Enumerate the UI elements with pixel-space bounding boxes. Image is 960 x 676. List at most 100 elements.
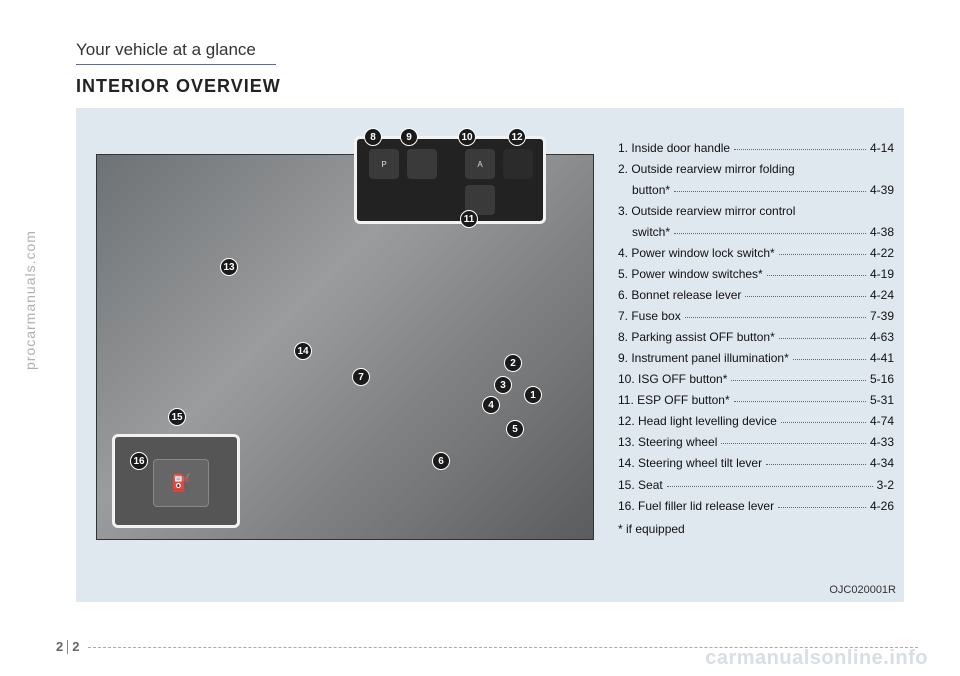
callout-6: 6 (432, 452, 450, 470)
leader-dots (674, 224, 866, 234)
list-label: 5. Power window switches* (618, 266, 763, 283)
list-item: 16. Fuel filler lid release lever 4-26 (618, 498, 894, 515)
leader-dots (734, 392, 866, 402)
ctrl-parking-assist: P (369, 149, 399, 179)
list-item: 10. ISG OFF button* 5-16 (618, 371, 894, 388)
callout-4: 4 (482, 396, 500, 414)
leader-dots (745, 287, 866, 297)
list-label: 14. Steering wheel tilt lever (618, 455, 762, 472)
callout-13: 13 (220, 258, 238, 276)
feature-list: 1. Inside door handle 4-14 2. Outside rear… (618, 140, 894, 538)
callout-7: 7 (352, 368, 370, 386)
callout-11: 11 (460, 210, 478, 228)
callout-9: 9 (400, 128, 418, 146)
list-item: 1. Inside door handle 4-14 (618, 140, 894, 157)
figure-code: OJC020001R (829, 584, 896, 596)
list-page: 4-22 (870, 245, 894, 262)
list-item: 9. Instrument panel illumination* 4-41 (618, 350, 894, 367)
callout-16: 16 (130, 452, 148, 470)
list-item: 5. Power window switches* 4-19 (618, 266, 894, 283)
list-label: 11. ESP OFF button* (618, 392, 730, 409)
list-page: 4-41 (870, 350, 894, 367)
list-label: 13. Steering wheel (618, 434, 717, 451)
section-title: INTERIOR OVERVIEW (76, 76, 281, 97)
list-page: 4-39 (870, 182, 894, 199)
callout-10: 10 (458, 128, 476, 146)
callout-3: 3 (494, 376, 512, 394)
list-item: 4. Power window lock switch* 4-22 (618, 245, 894, 262)
list-item: 13. Steering wheel 4-33 (618, 434, 894, 451)
side-watermark: procarmanuals.com (22, 230, 38, 370)
list-label: 16. Fuel filler lid release lever (618, 498, 774, 515)
list-page: 4-24 (870, 287, 894, 304)
page-header: Your vehicle at a glance (76, 40, 276, 65)
list-label: 10. ISG OFF button* (618, 371, 727, 388)
callout-15: 15 (168, 408, 186, 426)
list-page: 4-38 (870, 224, 894, 241)
page-number: 2 2 (56, 639, 79, 654)
list-page: 7-39 (870, 308, 894, 325)
list-page: 4-19 (870, 266, 894, 283)
ctrl-isg-off: A (465, 149, 495, 179)
list-label: 4. Power window lock switch* (618, 245, 775, 262)
list-page: 5-31 (870, 392, 894, 409)
callout-14: 14 (294, 342, 312, 360)
list-label: 8. Parking assist OFF button* (618, 329, 775, 346)
list-label: 1. Inside door handle (618, 140, 730, 157)
list-page: 4-74 (870, 413, 894, 430)
leader-dots (685, 308, 866, 318)
list-item: 7. Fuse box 7-39 (618, 308, 894, 325)
page-num-right: 2 (72, 639, 79, 654)
bottom-watermark: carmanualsonline.info (705, 647, 928, 670)
list-item: 11. ESP OFF button* 5-31 (618, 392, 894, 409)
list-label: 6. Bonnet release lever (618, 287, 741, 304)
list-item: switch* 4-38 (618, 224, 894, 241)
ctrl-illumination (407, 149, 437, 179)
leader-dots (793, 350, 866, 360)
leader-dots (778, 498, 866, 508)
page-num-separator (67, 640, 68, 654)
fuel-inset: ⛽ (112, 434, 240, 528)
list-label: 7. Fuse box (618, 308, 681, 325)
list-item: 8. Parking assist OFF button* 4-63 (618, 329, 894, 346)
list-label: 12. Head light levelling device (618, 413, 777, 430)
list-page: 4-14 (870, 140, 894, 157)
list-item: 2. Outside rearview mirror folding (618, 161, 894, 178)
footnote: * if equipped (618, 521, 894, 538)
callout-8: 8 (364, 128, 382, 146)
callout-12: 12 (508, 128, 526, 146)
leader-dots (766, 455, 866, 465)
list-page: 4-33 (870, 434, 894, 451)
list-label: 2. Outside rearview mirror folding (618, 161, 795, 178)
list-page: 5-16 (870, 371, 894, 388)
leader-dots (781, 413, 866, 423)
callout-5: 5 (506, 420, 524, 438)
leader-dots (731, 371, 866, 381)
leader-dots (721, 434, 866, 444)
page-num-left: 2 (56, 639, 63, 654)
list-page: 4-26 (870, 498, 894, 515)
list-item: 12. Head light levelling device 4-74 (618, 413, 894, 430)
leader-dots (779, 245, 866, 255)
list-item: 15. Seat3-2 (618, 477, 894, 494)
list-label: 3. Outside rearview mirror control (618, 203, 795, 220)
leader-dots (779, 329, 866, 339)
callout-2: 2 (504, 354, 522, 372)
ctrl-headlight-level (503, 149, 533, 179)
list-label: 15. Seat (618, 477, 663, 494)
list-label: 9. Instrument panel illumination* (618, 350, 789, 367)
list-item: 14. Steering wheel tilt lever 4-34 (618, 455, 894, 472)
list-item: 3. Outside rearview mirror control (618, 203, 894, 220)
list-label-cont: switch* (632, 224, 670, 241)
controls-inset: P A (354, 136, 546, 224)
list-item: button* 4-39 (618, 182, 894, 199)
list-item: 6. Bonnet release lever 4-24 (618, 287, 894, 304)
leader-dots (667, 477, 873, 487)
leader-dots (674, 182, 866, 192)
list-page: 4-34 (870, 455, 894, 472)
list-label-cont: button* (632, 182, 670, 199)
fuel-icon: ⛽ (153, 459, 209, 507)
list-page: 4-63 (870, 329, 894, 346)
leader-dots (767, 266, 866, 276)
callout-1: 1 (524, 386, 542, 404)
